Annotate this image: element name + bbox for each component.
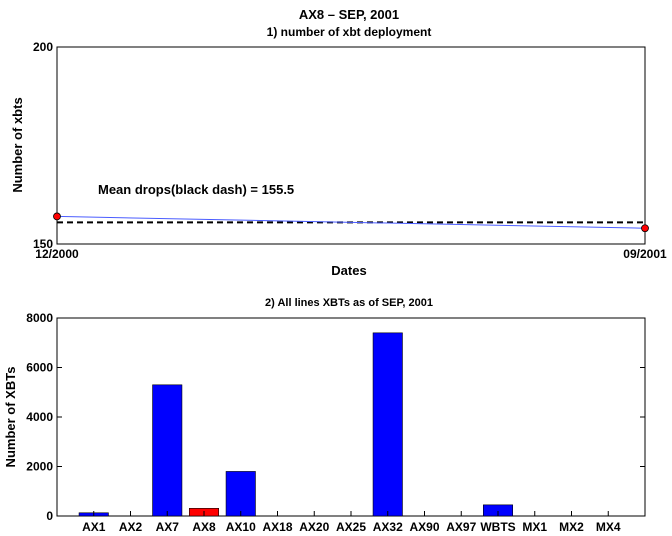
chart2-xtick-label: AX1	[82, 520, 106, 534]
chart1-xtick-label: 12/2000	[35, 247, 79, 261]
chart2-bar	[225, 471, 256, 517]
chart1-series-line	[56, 215, 646, 229]
chart2-plot-area	[56, 317, 646, 517]
chart2-xtick-label: MX1	[522, 520, 547, 534]
chart2-xtick-label: AX2	[119, 520, 143, 534]
chart2-ytick-label: 0	[46, 509, 53, 523]
chart2-ytick-label: 2000	[26, 460, 53, 474]
chart1-subtitle: 1) number of xbt deployment	[267, 25, 432, 39]
chart2-xtick-label: AX8	[192, 520, 216, 534]
chart1-xlabel: Dates	[331, 263, 366, 278]
chart1-point	[641, 224, 649, 233]
chart2-bar	[152, 384, 183, 517]
chart2-ylabel: Number of XBTs	[3, 367, 18, 468]
line-chart: AX8 – SEP, 2001 1) number of xbt deploym…	[10, 7, 667, 278]
chart1-ylabel: Number of xbts	[10, 97, 25, 192]
chart1-ytick-label: 200	[33, 40, 53, 54]
chart1-xtick-label: 09/2001	[623, 247, 667, 261]
chart1-plot-area	[56, 46, 646, 245]
chart2-ytick-label: 6000	[26, 361, 53, 375]
chart2-xtick-label: WBTS	[480, 520, 515, 534]
chart2-xtick-label: AX10	[226, 520, 256, 534]
chart2-xtick-label: AX25	[336, 520, 366, 534]
chart1-title: AX8 – SEP, 2001	[299, 7, 399, 22]
chart2-xtick-label: AX32	[373, 520, 403, 534]
chart2-xtick-label: AX18	[262, 520, 292, 534]
chart2-title: 2) All lines XBTs as of SEP, 2001	[265, 297, 433, 309]
bar-chart: 2) All lines XBTs as of SEP, 2001 0 2000 4…	[3, 297, 646, 534]
chart2-ytick-label: 4000	[26, 410, 53, 424]
chart2-bar	[372, 332, 403, 517]
chart1-ytick-label: 150	[33, 237, 53, 251]
chart2-xtick-label: AX90	[409, 520, 439, 534]
chart2-xtick-label: MX4	[596, 520, 621, 534]
chart2-xtick-label: AX20	[299, 520, 329, 534]
chart2-xtick-label: AX7	[156, 520, 180, 534]
chart1-point	[53, 212, 61, 221]
chart2-xtick-label: AX97	[446, 520, 476, 534]
chart1-annotation: Mean drops(black dash) = 155.5	[98, 182, 294, 197]
chart2-ytick-label: 8000	[26, 311, 53, 325]
chart2-xtick-label: MX2	[559, 520, 584, 534]
